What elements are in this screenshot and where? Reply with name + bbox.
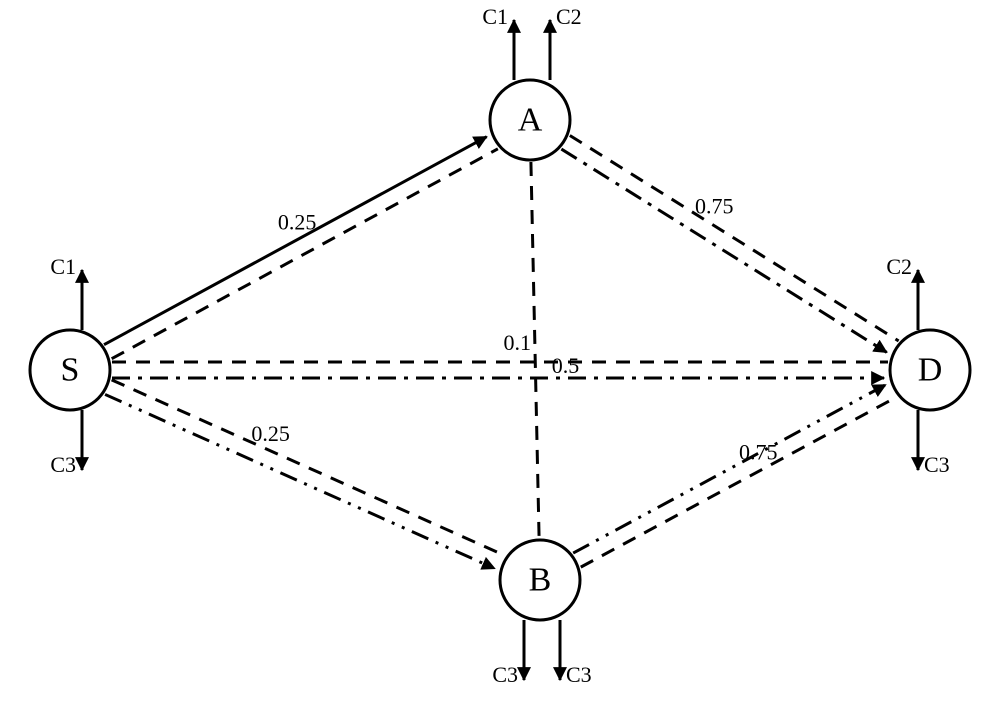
external-label-A-C2-3: C2 — [556, 4, 582, 29]
external-label-B-C3-4: C3 — [492, 662, 518, 687]
edge-SA_dashed — [112, 149, 498, 359]
external-label-A-C1-2: C1 — [482, 4, 508, 29]
edge-BD_ddd — [573, 385, 886, 553]
node-label-D: D — [918, 352, 943, 389]
external-label-S-C1-0: C1 — [50, 254, 76, 279]
edge-BD_dashed — [581, 397, 897, 567]
edges-layer — [104, 135, 899, 568]
edge-weight-AB_dashed: 0.5 — [552, 353, 580, 378]
edge-AD_dashdot — [561, 149, 886, 352]
edge-AD_dashed — [570, 135, 899, 340]
external-label-S-C3-1: C3 — [50, 452, 76, 477]
node-label-A: A — [518, 102, 543, 139]
edge-AB_dashed — [531, 162, 539, 538]
edge-weight-SB_dashed: 0.25 — [251, 421, 290, 446]
edge-weight-SD_dashed: 0.1 — [503, 330, 531, 355]
edge-SA_solid — [104, 137, 487, 345]
external-label-D-C2-6: C2 — [886, 254, 912, 279]
external-label-B-C3-5: C3 — [566, 662, 592, 687]
edge-SB_dashed — [112, 380, 505, 556]
nodes-layer: S A B D — [30, 80, 970, 620]
external-label-D-C3-7: C3 — [924, 452, 950, 477]
edge-weight-SA_solid: 0.25 — [278, 210, 317, 235]
edge-weight-BD_dashed: 0.75 — [739, 440, 778, 465]
node-label-S: S — [61, 352, 80, 389]
network-diagram: C1 C3 C1 C2 C3 C3 C2 C3 S A B D 0.25 0.75 0.1 0.25 0.75 0… — [0, 0, 1000, 713]
node-label-B: B — [529, 562, 552, 599]
edge-weight-AD_dashed: 0.75 — [695, 194, 734, 219]
edge-SB_ddd — [105, 394, 495, 568]
